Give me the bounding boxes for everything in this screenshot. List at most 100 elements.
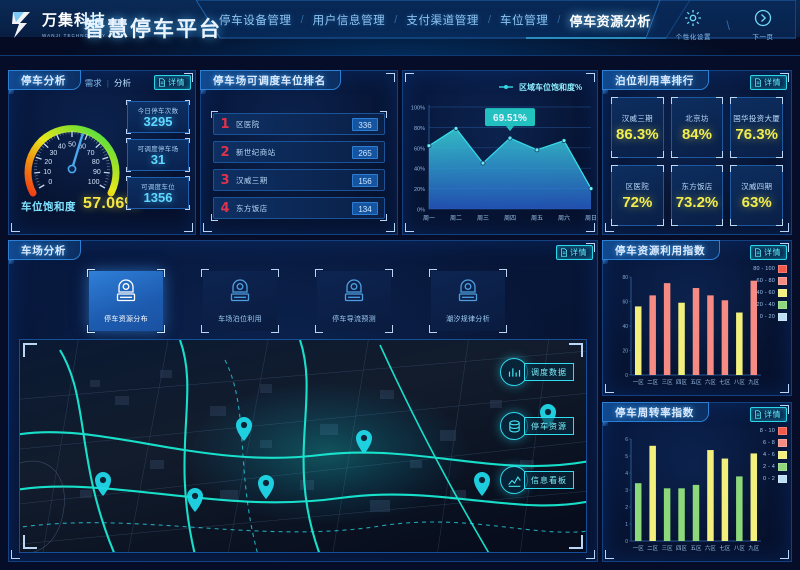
legend-label: 2 - 4 (762, 464, 775, 470)
map-button-info-board[interactable]: 信息看板 (500, 466, 574, 494)
brand-logo: 万集科技 WANJI TECHNOLOGY (10, 10, 106, 40)
legend-swatch (778, 289, 787, 297)
tab-demand[interactable]: 需求 (84, 78, 102, 88)
svg-text:80%: 80% (414, 126, 425, 132)
legend-item: 0 - 20 (753, 313, 787, 321)
next-page-button[interactable]: 下一页 (734, 4, 792, 41)
gauge-label: 车位饱和度 (21, 201, 76, 213)
berth-value: 73.2% (675, 193, 719, 211)
settings-button[interactable]: 个性化设置 (664, 4, 722, 41)
svg-text:四区: 四区 (676, 379, 688, 386)
svg-text:六区: 六区 (705, 544, 717, 552)
rank-value: 156 (352, 173, 378, 187)
tab-analysis[interactable]: 分析 (113, 78, 131, 88)
legend-label: 0 - 20 (759, 314, 775, 320)
detail-button-lot[interactable]: 详情 (556, 245, 593, 260)
gauge-value: 57.06% (83, 195, 140, 212)
legend-label: 8 - 10 (759, 428, 775, 434)
svg-text:80: 80 (622, 275, 628, 281)
region-saturation-chart-panel: 0% 20% 40% 60% 80% 100% 周一 周二 周三 周四 周五 周六 周日 区域车位饱和度%… (402, 70, 598, 235)
card-parking-resource-distribution[interactable]: 停车资源分布 (87, 269, 165, 333)
card-parking-diversion-forecast[interactable]: 停车导流预测 (315, 269, 393, 333)
svg-text:60: 60 (622, 300, 628, 306)
legend-label: 4 - 6 (762, 452, 775, 458)
table-row[interactable]: 2 新世纪商站 265 (213, 141, 385, 163)
panel-title-resource: 停车资源利用指数 (602, 240, 721, 264)
legend-label: 60 - 80 (756, 278, 775, 284)
corner-decoration (184, 73, 193, 82)
berth-value: 76.3% (735, 125, 778, 143)
berth-name: 汉威四期 (741, 181, 773, 191)
table-row[interactable]: 4 东方饭店 134 (211, 197, 387, 221)
svg-text:50: 50 (68, 142, 76, 149)
panel-title-lot: 车场分析 (8, 240, 82, 264)
detail-label: 详情 (764, 248, 781, 257)
stat-dispatchable-lots: 可调度停车场 31 (126, 138, 190, 172)
detail-button-berth[interactable]: 详情 (750, 75, 787, 90)
berth-cell-4[interactable]: 东方饭店 73.2% (670, 165, 724, 226)
svg-text:周六: 周六 (558, 214, 570, 222)
svg-text:60%: 60% (414, 146, 425, 152)
gear-icon (664, 8, 722, 30)
berth-utilization-panel: 泊位利用率排行 详情 汉威三期 86.3% 北京坊 84% 国华投资大厦 76.… (602, 70, 792, 235)
legend-label: 20 - 40 (756, 302, 775, 308)
berth-cell-5[interactable]: 汉威四期 63% (730, 165, 783, 226)
berth-name: 汉威三期 (621, 113, 653, 123)
nav-item-1[interactable]: 用户信息管理 (312, 15, 386, 27)
legend-item: 2 - 4 (760, 463, 787, 471)
next-page-label: 下一页 (752, 33, 774, 41)
svg-text:九区: 九区 (748, 544, 760, 552)
card-label: 停车导流预测 (332, 316, 376, 323)
parking-meter-icon (228, 278, 252, 309)
card-lot-berth-utilization[interactable]: 车场泊位利用 (201, 269, 279, 333)
map-button-dispatch-data[interactable]: 调度数据 (500, 358, 574, 386)
svg-text:5: 5 (625, 454, 628, 460)
line-chart-icon (500, 466, 528, 494)
legend-item: 20 - 40 (753, 301, 787, 309)
berth-cell-1[interactable]: 北京坊 84% (670, 97, 724, 158)
card-tidal-pattern-analysis[interactable]: 潮汐规律分析 (429, 269, 507, 333)
rank-name: 区医院 (236, 119, 260, 129)
map-button-label: 停车资源 (524, 417, 574, 435)
main-nav: 停车设备管理 / 用户信息管理 / 支付渠道管理 / 车位管理 / 停车资源分析 (210, 0, 660, 40)
brand-name-en: WANJI TECHNOLOGY (42, 33, 107, 38)
svg-text:二区: 二区 (647, 379, 659, 386)
detail-button-parking[interactable]: 详情 (154, 75, 191, 90)
nav-separator: / (557, 14, 561, 26)
turnover-chart-legend: 8 - 10 6 - 8 4 - 6 2 - 4 0 - 2 (760, 427, 787, 487)
nav-item-4[interactable]: 停车资源分析 (569, 13, 652, 29)
rank-name: 新世纪商站 (236, 147, 276, 157)
legend-item: 0 - 2 (760, 475, 787, 483)
nav-item-3[interactable]: 车位管理 (500, 15, 549, 27)
svg-text:30: 30 (50, 150, 58, 157)
berth-cell-0[interactable]: 汉威三期 86.3% (611, 97, 664, 158)
svg-text:周二: 周二 (450, 215, 462, 222)
turnover-index-panel: 停车周转率指数 详情 0 1 2 3 4 5 6 一区 二区 三区 四区 五区 六区 七区 八区 九区 8 -… (602, 402, 792, 562)
detail-label: 详情 (764, 78, 781, 87)
legend-item: 4 - 6 (760, 451, 787, 459)
detail-button-turnover[interactable]: 详情 (750, 407, 787, 422)
legend-item: 6 - 8 (760, 439, 787, 447)
corner-decoration (11, 223, 20, 232)
table-row[interactable]: 1 区医院 336 (211, 111, 387, 135)
svg-text:1: 1 (625, 522, 628, 528)
svg-text:70: 70 (87, 150, 95, 157)
nav-item-0[interactable]: 停车设备管理 (219, 15, 292, 27)
table-row[interactable]: 3 汉威三期 156 (213, 169, 385, 191)
svg-text:四区: 四区 (676, 545, 688, 552)
panel-title-turnover: 停车周转率指数 (602, 402, 710, 426)
city-map[interactable]: 调度数据 停车资源 信息看板 (19, 339, 587, 553)
dispatchable-rank-panel: 停车场可调度车位排名 1 区医院 336 2 新世纪商站 265 3 汉威三期 … (200, 70, 398, 235)
map-button-parking-resource[interactable]: 停车资源 (500, 412, 574, 440)
header-underbar (0, 37, 800, 55)
nav-item-2[interactable]: 支付渠道管理 (406, 15, 479, 27)
svg-text:10: 10 (43, 169, 51, 176)
svg-text:二区: 二区 (647, 545, 659, 552)
detail-button-resource[interactable]: 详情 (750, 245, 787, 260)
legend-label: 6 - 8 (762, 440, 775, 446)
berth-cell-2[interactable]: 国华投资大厦 76.3% (730, 97, 783, 158)
svg-text:40: 40 (622, 324, 628, 330)
berth-cell-3[interactable]: 区医院 72% (611, 165, 664, 226)
detail-label: 详情 (168, 78, 185, 87)
svg-text:三区: 三区 (662, 379, 674, 386)
